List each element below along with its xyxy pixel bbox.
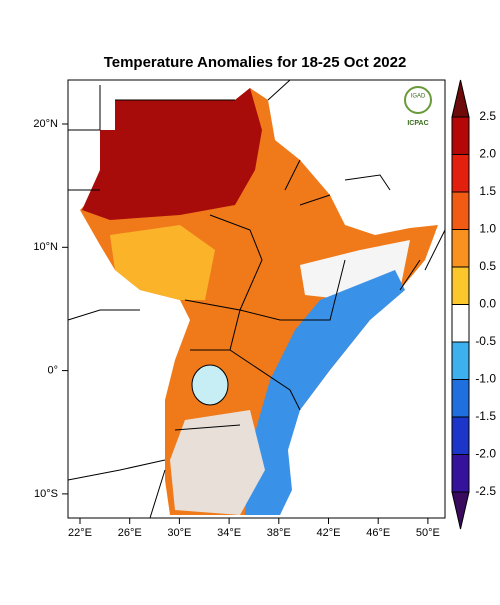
map [67, 79, 446, 519]
colorbar-label: -2.0 [475, 447, 496, 461]
lon-label: 22°E [68, 527, 92, 539]
colorbar-box [451, 379, 470, 418]
colorbar-arrow [451, 79, 470, 118]
lon-label: 26°E [118, 527, 142, 539]
colorbar-box [451, 304, 470, 343]
colorbar-label: 2.5 [479, 109, 496, 123]
lat-label: 10°N [33, 241, 58, 253]
colorbar-box [451, 454, 470, 493]
colorbar-label: 1.0 [479, 222, 496, 236]
logo: IGAD ICPAC [404, 86, 432, 127]
logo-circle [404, 86, 432, 114]
lon-label: 50°E [416, 527, 440, 539]
region-hot [82, 88, 262, 220]
colorbar-box [451, 416, 470, 455]
colorbar-box [451, 229, 470, 268]
lon-label: 34°E [217, 527, 241, 539]
colorbar-box [451, 154, 470, 193]
colorbar: 2.5 2.0 1.5 1.0 0.5 0.0 -0.5 -1.0 -1.5 -2.0 -2.5 [451, 79, 496, 530]
colorbar-box [451, 341, 470, 380]
lat-label: 0° [47, 365, 58, 377]
colorbar-label: 0.5 [479, 259, 496, 273]
colorbar-label: 0.0 [479, 297, 496, 311]
colorbar-box [451, 116, 470, 155]
colorbar-label: -2.5 [475, 484, 496, 498]
lake-victoria [191, 364, 229, 406]
lat-label: 20°N [33, 118, 58, 130]
lat-label: 10°S [34, 488, 58, 500]
lon-label: 38°E [267, 527, 291, 539]
colorbar-box [451, 266, 470, 305]
title: Temperature Anomalies for 18-25 Oct 2022 [104, 54, 407, 71]
logo-text: IGAD [411, 94, 426, 100]
country-borders [67, 79, 446, 519]
logo-caption: ICPAC [407, 120, 428, 127]
region-cool [245, 270, 405, 515]
colorbar-label: -1.5 [475, 409, 496, 423]
colorbar-box [451, 191, 470, 230]
colorbar-label: -1.0 [475, 372, 496, 386]
region-yellow [110, 225, 215, 300]
colorbar-arrow [451, 491, 470, 530]
colorbar-label: 1.5 [479, 184, 496, 198]
lon-label: 42°E [317, 527, 341, 539]
colorbar-label: 2.0 [479, 147, 496, 161]
region-mixed [170, 410, 265, 515]
colorbar-label: -0.5 [475, 334, 496, 348]
lon-label: 46°E [366, 527, 390, 539]
lon-label: 30°E [167, 527, 191, 539]
